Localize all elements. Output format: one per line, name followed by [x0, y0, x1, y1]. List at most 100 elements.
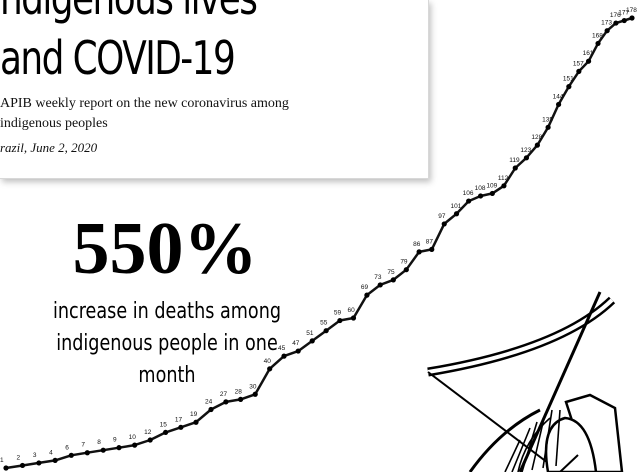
data-label: 28	[235, 388, 243, 395]
data-point	[323, 328, 329, 334]
report-subtitle: APIB weekly report on the new coronaviru…	[0, 96, 289, 131]
data-point	[3, 465, 9, 471]
report-header-card: ndigenous lives and COVID-19 APIB weekly…	[0, 0, 429, 179]
data-point	[629, 15, 635, 21]
data-label: 86	[413, 241, 421, 248]
report-dateline: razil, June 2, 2020	[0, 140, 98, 155]
feather-headdress	[504, 409, 561, 472]
data-label: 40	[264, 358, 272, 365]
data-label: 173	[601, 20, 612, 27]
data-point	[281, 353, 287, 359]
data-point	[621, 17, 627, 24]
data-point	[116, 445, 122, 451]
data-label: 69	[361, 284, 369, 291]
bow-inner	[427, 298, 614, 374]
data-point	[489, 190, 495, 197]
data-label: 3	[33, 452, 37, 459]
data-label: 27	[220, 391, 228, 398]
data-point	[595, 40, 601, 47]
data-point	[193, 419, 199, 425]
data-point	[585, 58, 592, 64]
data-point	[364, 292, 370, 298]
page-title-line-2: and COVID-19	[0, 31, 236, 85]
page-title-line-1: ndigenous lives	[0, 0, 258, 22]
data-point	[223, 399, 229, 405]
data-point	[252, 391, 258, 397]
data-point	[377, 282, 383, 288]
data-point	[68, 452, 74, 458]
data-point	[100, 447, 106, 453]
data-point	[147, 437, 153, 443]
data-label: 108	[475, 185, 486, 192]
data-label: 30	[249, 383, 257, 390]
data-point	[238, 396, 244, 402]
data-label: 12	[144, 429, 152, 436]
data-label: 15	[160, 421, 168, 428]
data-label: 47	[292, 340, 300, 347]
data-label: 55	[320, 320, 328, 327]
data-label: 59	[334, 310, 342, 317]
headline-percentage: 550%	[72, 208, 258, 290]
archer-body	[468, 408, 541, 472]
data-point	[178, 424, 184, 430]
data-label: 79	[400, 259, 408, 266]
data-label: 106	[463, 190, 474, 197]
data-point	[512, 165, 518, 171]
data-point	[534, 142, 540, 148]
data-label: 75	[387, 269, 395, 276]
data-point	[403, 267, 409, 273]
data-point	[466, 198, 472, 204]
data-point	[84, 450, 90, 456]
data-point	[390, 277, 396, 283]
data-point	[52, 457, 58, 463]
arrow	[518, 291, 602, 472]
data-point	[441, 221, 447, 227]
data-label: 177	[618, 10, 629, 17]
data-label: 2	[17, 454, 21, 461]
headline-caption: increase in deaths among indigenous peop…	[52, 299, 282, 388]
data-point	[337, 317, 343, 324]
data-label: 135	[542, 116, 553, 123]
data-label: 87	[426, 238, 434, 245]
data-label: 51	[306, 330, 314, 337]
data-point	[566, 84, 572, 90]
data-point	[523, 155, 530, 161]
data-label: 109	[486, 182, 497, 189]
data-label: 97	[438, 213, 446, 220]
data-point	[555, 101, 562, 108]
data-point	[429, 246, 435, 252]
data-point	[604, 28, 610, 34]
data-point	[162, 429, 169, 436]
data-point	[19, 462, 26, 469]
data-point	[267, 366, 273, 372]
bowstring	[427, 371, 561, 472]
bow-shape	[427, 296, 616, 377]
data-label: 178	[626, 7, 637, 14]
data-point	[295, 348, 301, 354]
data-label: 144	[553, 93, 564, 100]
data-label: 7	[81, 442, 85, 449]
data-label: 112	[498, 175, 509, 182]
data-label: 119	[509, 157, 520, 164]
data-label: 17	[175, 416, 183, 423]
data-label: 151	[563, 76, 574, 83]
data-label: 4	[49, 449, 53, 456]
data-label: 60	[347, 307, 355, 314]
data-label: 6	[65, 444, 69, 451]
data-label: 176	[610, 12, 621, 19]
data-point	[545, 124, 551, 130]
data-point	[501, 183, 507, 189]
data-label: 123	[520, 147, 531, 154]
data-point	[416, 249, 422, 255]
data-label: 19	[190, 411, 198, 418]
data-label: 45	[278, 345, 286, 352]
data-point	[576, 68, 582, 74]
data-point	[132, 442, 138, 448]
data-point	[477, 193, 484, 199]
data-label: 168	[592, 32, 603, 39]
data-point	[350, 315, 357, 321]
data-label: 161	[583, 50, 594, 57]
data-point	[613, 20, 619, 26]
